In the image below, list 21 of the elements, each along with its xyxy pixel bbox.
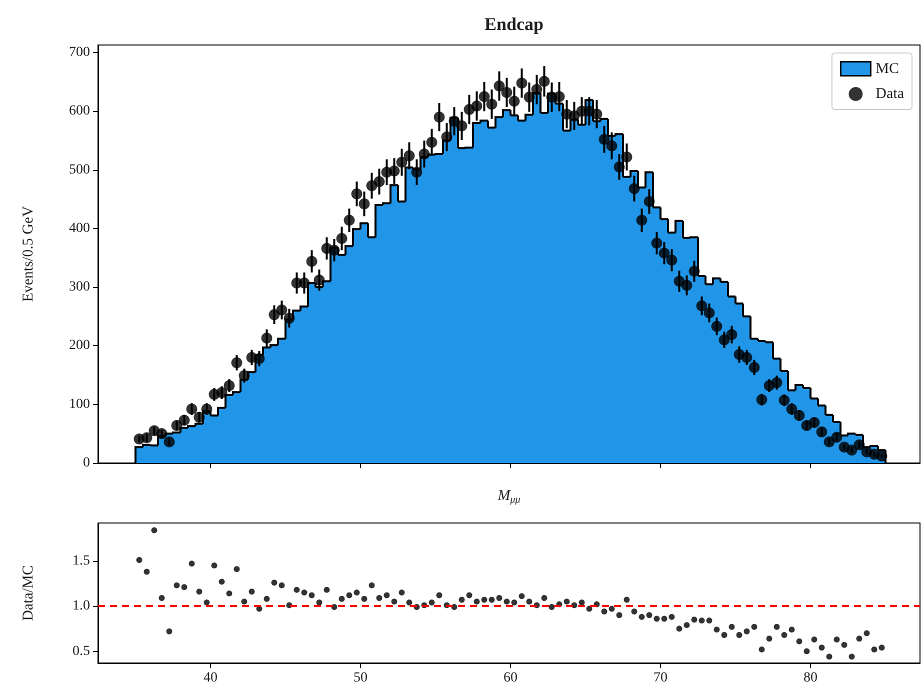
y-tick-label: 400	[69, 221, 90, 236]
legend-label: Data	[876, 86, 904, 102]
y-axis-title: Data/MC	[20, 565, 36, 621]
x-tick-label: 70	[654, 670, 668, 686]
legend-label: MC	[876, 60, 900, 77]
chart-title: Endcap	[484, 14, 544, 34]
x-tick-label: 50	[354, 670, 368, 686]
y-tick-label: 100	[69, 396, 90, 412]
y-tick-label: 200	[69, 338, 90, 354]
y-tick-label: 300	[69, 280, 90, 295]
y-tick-label: 1.0	[72, 598, 90, 614]
y-tick-label: 0.5	[72, 644, 90, 659]
x-tick-label: 60	[504, 670, 518, 686]
y-tick-label: 1.5	[72, 553, 90, 568]
y-tick-label: 700	[69, 45, 90, 60]
x-tick-label: 40	[204, 670, 218, 686]
y-tick-label: 0	[83, 456, 90, 470]
y-tick-label: 500	[69, 162, 90, 178]
x-tick-label: 80	[804, 670, 818, 686]
y-axis-title: Events/0.5 GeV	[20, 206, 36, 302]
y-tick-label: 600	[69, 104, 90, 119]
